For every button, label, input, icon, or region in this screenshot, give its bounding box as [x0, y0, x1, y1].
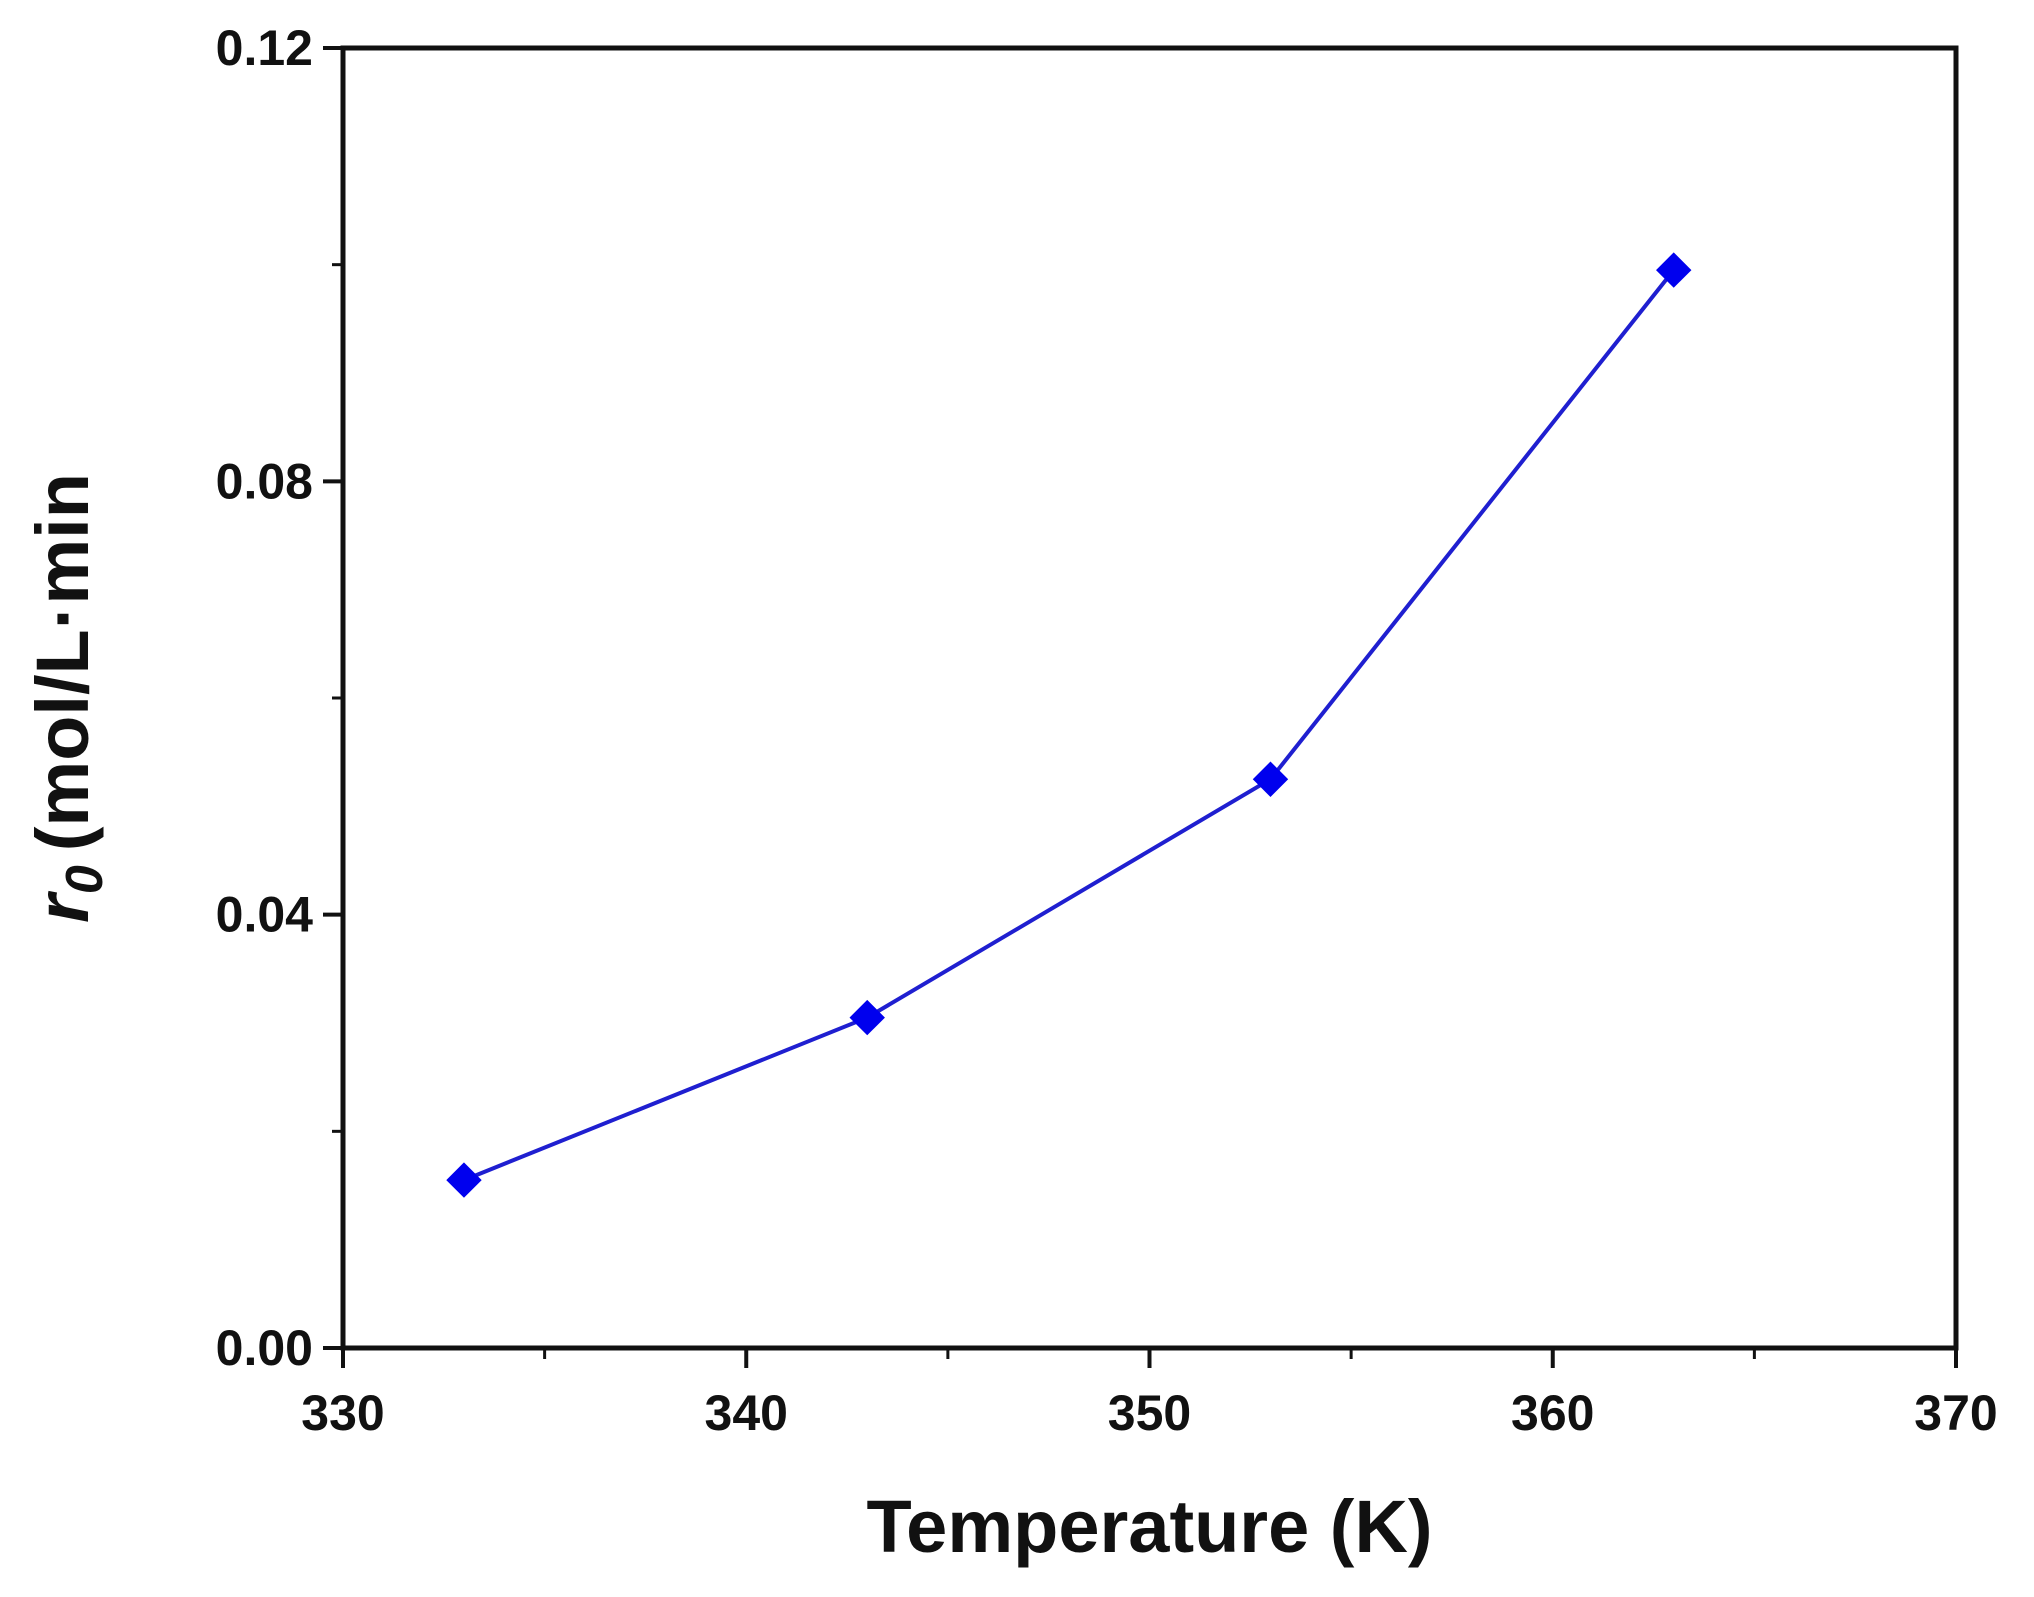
x-axis-ticks: 330 340 350 360 370 [301, 1348, 1998, 1441]
x-tick-label: 340 [705, 1385, 788, 1441]
data-point [849, 999, 885, 1036]
x-tick-label: 370 [1914, 1385, 1997, 1441]
y-tick-label: 0.00 [216, 1320, 313, 1376]
x-tick-label: 330 [301, 1385, 384, 1441]
y-tick-label: 0.08 [216, 453, 313, 509]
x-axis-title: Temperature (K) [866, 1485, 1432, 1568]
y-tick-label: 0.12 [216, 20, 313, 76]
y-axis-subscript: 0 [56, 865, 114, 894]
y-axis-symbol: r [21, 890, 104, 923]
y-axis-ticks: 0.00 0.04 0.08 0.12 [216, 20, 343, 1376]
data-point [446, 1162, 482, 1198]
series-markers [446, 252, 1692, 1198]
y-axis-title: r0 (mol/L·min [21, 473, 114, 923]
plot-frame [340, 45, 1959, 1351]
y-tick-label: 0.04 [216, 887, 314, 943]
x-tick-label: 350 [1108, 1385, 1191, 1441]
x-tick-label: 360 [1511, 1385, 1594, 1441]
data-point [1252, 761, 1289, 797]
y-axis-units: (mol/L·min [21, 473, 104, 851]
series-line [463, 268, 1676, 1182]
data-point [1656, 252, 1692, 288]
minor-ticks [332, 263, 1756, 1359]
